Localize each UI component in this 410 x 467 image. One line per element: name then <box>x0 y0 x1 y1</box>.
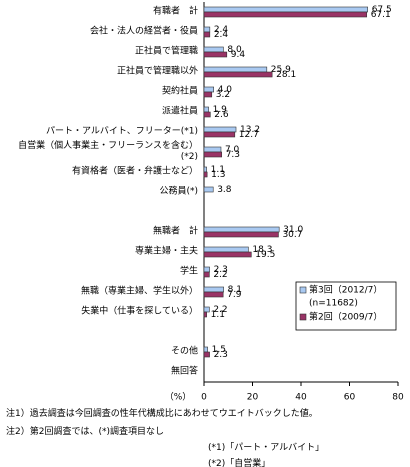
bar <box>203 246 249 253</box>
category-label: 正社員で管理職以外 <box>116 66 198 77</box>
value-label: 18.3 <box>252 245 272 255</box>
category-label: 正社員で管理職 <box>134 46 198 57</box>
category-label: 派遣社員 <box>161 106 198 117</box>
bar <box>203 251 252 258</box>
value-label: 1.3 <box>211 170 225 180</box>
category-label: 無職者 計 <box>152 226 198 237</box>
x-tick-label: 0 <box>201 393 207 403</box>
bar <box>203 171 208 178</box>
value-label: 2.3 <box>214 265 228 275</box>
value-label: 3.8 <box>217 185 232 195</box>
bar <box>203 231 279 238</box>
x-tick-label: 40 <box>295 393 307 403</box>
value-label: 67.5 <box>372 5 392 15</box>
category-label: 学生 <box>179 266 198 277</box>
value-label: 2.3 <box>214 350 228 360</box>
note: (*2)「自営業」 <box>208 459 271 467</box>
bar <box>203 86 214 93</box>
bar <box>203 351 210 358</box>
bar <box>203 26 211 33</box>
value-label: 19.5 <box>255 250 275 260</box>
value-label: 12.7 <box>239 130 259 140</box>
value-label: 1.1 <box>211 310 225 320</box>
legend-label: 第3回（2012/7） <box>309 284 382 296</box>
bar <box>203 11 368 18</box>
category-label: 自営業（個人事業主・フリーランスを含む） (*2) <box>18 141 198 162</box>
bar <box>203 131 236 138</box>
legend-swatch <box>299 313 307 321</box>
value-label: 7.3 <box>226 150 240 160</box>
category-label: 有職者 計 <box>152 6 198 17</box>
value-label: 3.2 <box>216 90 230 100</box>
category-label: 契約社員 <box>161 86 198 97</box>
category-label: 失業中（仕事を探している） <box>81 306 198 317</box>
value-label: 31.0 <box>283 225 303 235</box>
category-label: 有資格者（医者・弁護士など） <box>71 166 198 177</box>
value-label: 2.4 <box>214 30 229 40</box>
bar <box>203 311 207 318</box>
bar <box>203 346 208 353</box>
value-label: 25.9 <box>271 65 291 75</box>
category-label: 専業主婦・主夫 <box>134 246 198 257</box>
x-tick-label: 60 <box>344 393 356 403</box>
bar <box>203 286 224 293</box>
note: 注2）第2回調査では、(*)調査項目なし <box>6 427 164 437</box>
bar <box>203 226 280 233</box>
bar <box>203 271 210 278</box>
value-label: 30.7 <box>282 230 302 240</box>
value-label: 1.5 <box>212 345 226 355</box>
bar <box>203 306 210 313</box>
bar <box>203 106 209 113</box>
bar <box>203 111 211 118</box>
legend-swatch <box>299 286 307 294</box>
value-label: 67.1 <box>371 10 391 20</box>
value-label: 2.2 <box>213 270 227 280</box>
legend-box <box>295 281 397 331</box>
value-label: 2.4 <box>214 25 229 35</box>
bar <box>203 91 213 98</box>
bar <box>203 146 222 153</box>
value-label: 8.0 <box>227 45 242 55</box>
x-tick-label: 80 <box>392 393 404 403</box>
value-label: 1.9 <box>213 105 228 115</box>
bar <box>203 51 228 58</box>
bar <box>203 166 207 173</box>
bar <box>203 186 214 193</box>
value-label: 2.6 <box>214 110 229 120</box>
value-label: 9.4 <box>231 50 246 60</box>
note: 注1）過去調査は今回調査の性年代構成比にあわせてウエイトバックした値。 <box>6 409 318 419</box>
legend-note: (n=11682) <box>309 299 358 309</box>
category-label: その他 <box>170 346 198 357</box>
note: (*1)「パート・アルバイト」 <box>208 443 325 453</box>
bar <box>203 71 273 78</box>
value-label: 13.2 <box>240 125 260 135</box>
category-label: パート・アルバイト、フリーター(*1) <box>46 126 198 137</box>
bar <box>203 6 368 13</box>
value-label: 4.0 <box>218 85 233 95</box>
value-label: 1.1 <box>211 165 225 175</box>
category-label: 公務員(*) <box>159 186 198 197</box>
category-label: 会社・法人の経営者・役員 <box>89 26 198 37</box>
bar <box>203 291 224 298</box>
bar <box>203 66 268 73</box>
value-label: 7.9 <box>227 290 242 300</box>
bar <box>203 46 224 53</box>
category-label: 無回答 <box>170 366 198 377</box>
value-label: 28.1 <box>276 70 296 80</box>
legend-label: 第2回（2009/7） <box>309 311 382 323</box>
value-label: 2.2 <box>213 305 227 315</box>
bar <box>203 266 210 273</box>
x-tick-label: 20 <box>247 393 259 403</box>
x-axis-label: （%） <box>165 392 192 403</box>
bar <box>203 126 237 133</box>
category-label: 無職（専業主婦、学生以外） <box>80 286 198 297</box>
bar <box>203 151 223 158</box>
value-label: 8.1 <box>228 285 242 295</box>
value-label: 7.0 <box>225 145 240 155</box>
bar <box>203 31 211 38</box>
